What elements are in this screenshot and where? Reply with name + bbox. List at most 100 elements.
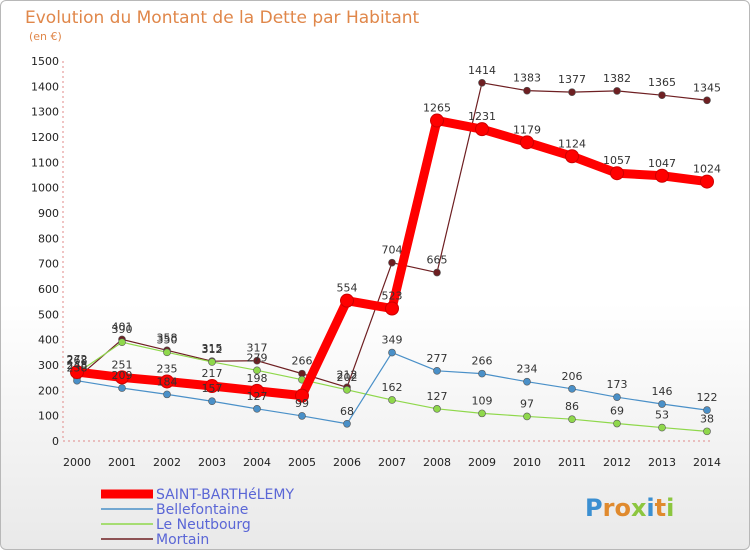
y-tick-label: 1500 — [31, 55, 59, 68]
data-label: 266 — [292, 355, 313, 368]
data-label: 1057 — [603, 154, 631, 167]
data-label: 1124 — [558, 137, 586, 150]
data-label: 162 — [382, 381, 403, 394]
data-point — [433, 367, 441, 375]
data-label: 235 — [157, 362, 178, 375]
data-point — [655, 168, 669, 183]
data-point — [208, 397, 216, 406]
data-label: 146 — [652, 385, 673, 398]
data-label: 212 — [337, 368, 358, 381]
x-tick-label: 2013 — [648, 456, 676, 469]
proxiti-wordmark: Proxiti — [585, 494, 674, 522]
data-point — [565, 149, 579, 164]
logo-letter: i — [666, 494, 674, 522]
data-label: 97 — [520, 397, 534, 410]
y-tick-label: 0 — [52, 435, 59, 448]
legend-label: Le Neutbourg — [156, 517, 251, 533]
data-point — [343, 419, 351, 428]
y-tick-label: 300 — [38, 359, 59, 372]
x-tick-label: 2009 — [468, 456, 496, 469]
proxiti-logo: Proxiti — [585, 494, 674, 522]
data-label: 358 — [157, 331, 178, 344]
data-point — [478, 409, 486, 418]
y-tick-label: 500 — [38, 308, 59, 321]
data-label: 38 — [700, 412, 714, 425]
data-point — [205, 379, 219, 394]
data-point — [613, 419, 621, 428]
data-point — [478, 369, 486, 378]
data-label: 1383 — [513, 72, 541, 85]
y-tick-label: 1100 — [31, 156, 59, 169]
y-tick-label: 1300 — [31, 106, 59, 119]
data-point — [523, 86, 531, 95]
data-label: 1047 — [648, 157, 676, 170]
logo-letter: P — [585, 494, 603, 522]
data-label: 1414 — [468, 64, 496, 77]
x-tick-label: 2005 — [288, 456, 316, 469]
data-label: 390 — [112, 323, 133, 336]
data-label: 238 — [67, 362, 88, 375]
legend-label: Mortain — [156, 532, 209, 548]
data-point — [160, 374, 174, 389]
data-label: 272 — [67, 353, 88, 366]
data-label: 127 — [427, 390, 448, 403]
series-1 — [73, 348, 711, 428]
y-tick-label: 100 — [38, 410, 59, 423]
data-label: 1382 — [603, 72, 631, 85]
y-tick-label: 800 — [38, 232, 59, 245]
data-point — [433, 268, 441, 277]
data-point — [208, 358, 216, 366]
data-point — [118, 384, 126, 392]
x-tick-label: 2008 — [423, 456, 451, 469]
data-point — [250, 383, 264, 398]
series-2 — [73, 338, 711, 436]
y-tick-label: 1200 — [31, 131, 59, 144]
series-layer — [70, 78, 714, 436]
data-point — [613, 393, 621, 401]
x-tick-label: 2003 — [198, 456, 226, 469]
data-label: 350 — [157, 333, 178, 346]
data-label: 1345 — [693, 81, 721, 94]
data-label: 109 — [472, 394, 493, 407]
data-point — [388, 258, 396, 267]
data-label: 217 — [202, 367, 223, 380]
data-label: 665 — [427, 254, 448, 267]
data-point — [703, 406, 711, 414]
data-point — [478, 78, 486, 87]
x-tick-label: 2006 — [333, 456, 361, 469]
data-label: 349 — [382, 334, 403, 347]
data-label: 312 — [202, 343, 223, 356]
y-tick-label: 900 — [38, 207, 59, 220]
data-label: 315 — [202, 342, 223, 355]
data-point — [253, 366, 261, 375]
data-label: 127 — [247, 390, 268, 403]
data-point — [70, 365, 84, 380]
data-point — [298, 412, 306, 420]
data-label: 206 — [562, 370, 583, 383]
x-tick-label: 2001 — [108, 456, 136, 469]
data-label: 1024 — [693, 163, 721, 176]
y-tick-label: 400 — [38, 334, 59, 347]
data-point — [520, 135, 534, 150]
data-point — [163, 348, 171, 357]
data-label: 268 — [67, 354, 88, 367]
data-point — [568, 385, 576, 393]
chart-unit: (en €) — [29, 30, 62, 43]
data-label: 279 — [247, 351, 268, 364]
data-label: 401 — [112, 320, 133, 333]
data-point — [523, 377, 531, 386]
data-label: 704 — [382, 244, 403, 257]
y-tick-label: 1400 — [31, 80, 59, 93]
data-label: 69 — [610, 405, 624, 418]
logo-letter: o — [614, 494, 631, 522]
data-label: 1231 — [468, 110, 496, 123]
data-labels: 272 251 235 217 198 554 523 1265 1231 1179 1124 105… — [67, 64, 722, 426]
y-tick-label: 200 — [38, 384, 59, 397]
data-label: 1179 — [513, 123, 541, 136]
data-label: 122 — [697, 391, 718, 404]
data-point — [385, 301, 399, 316]
data-point — [388, 396, 396, 404]
data-point — [658, 423, 666, 432]
data-label: 266 — [472, 355, 493, 368]
